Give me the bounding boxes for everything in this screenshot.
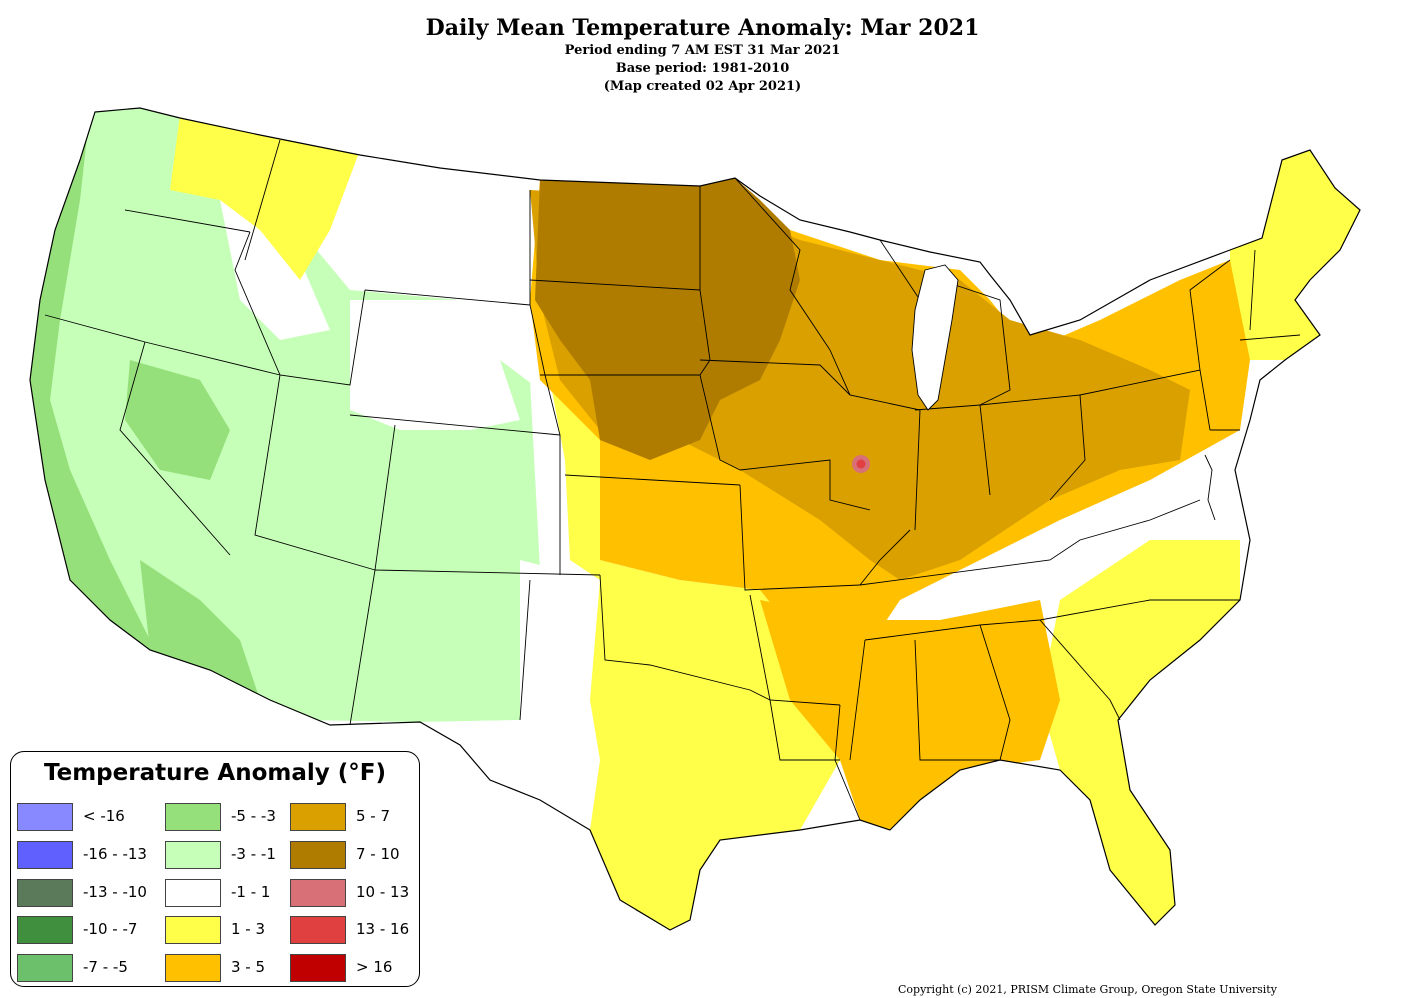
- legend-swatch: [17, 841, 73, 869]
- region-nm-tx-white: [420, 560, 600, 840]
- legend-label: 1 - 3: [231, 920, 266, 938]
- legend-title: Temperature Anomaly (°F): [43, 760, 387, 786]
- legend-label: -1 - 1: [231, 883, 271, 901]
- region-west-light-green: [30, 108, 560, 722]
- subtitle-period: Period ending 7 AM EST 31 Mar 2021: [564, 43, 841, 58]
- legend-label: -13 - -10: [83, 883, 147, 901]
- legend-label: -7 - -5: [83, 958, 128, 976]
- legend-label: < -16: [83, 807, 125, 825]
- region-socal-green: [140, 560, 260, 700]
- legend-swatch: [165, 841, 221, 869]
- legend-swatch: [165, 803, 221, 831]
- legend-swatch: [17, 879, 73, 907]
- region-south-orange: [760, 600, 1060, 830]
- region-idaho-white: [220, 200, 330, 340]
- copyright-text: Copyright (c) 2021, PRISM Climate Group,…: [898, 983, 1277, 996]
- legend-label: > 16: [356, 958, 393, 976]
- hotspot-13-16: [856, 459, 866, 469]
- region-montana-yellow: [170, 115, 360, 280]
- legend-label: 5 - 7: [356, 807, 391, 825]
- legend: Temperature Anomaly (°F) < -16 -16 - -13…: [10, 751, 420, 987]
- chesapeake-bay: [1204, 454, 1216, 521]
- legend-label: 7 - 10: [356, 845, 400, 863]
- state-boundaries: [29, 107, 1361, 931]
- legend-label: -5 - -3: [231, 807, 276, 825]
- legend-label: -16 - -13: [83, 845, 147, 863]
- region-new-england-yellow: [1230, 150, 1360, 360]
- legend-swatch: [290, 879, 346, 907]
- lake-michigan: [911, 264, 959, 411]
- map-title: Daily Mean Temperature Anomaly: Mar 2021: [425, 15, 980, 41]
- legend-label: 3 - 5: [231, 958, 266, 976]
- title-block: Daily Mean Temperature Anomaly: Mar 2021…: [0, 14, 1405, 96]
- legend-swatch: [290, 916, 346, 944]
- region-nevada-green: [125, 360, 230, 480]
- legend-swatch: [290, 803, 346, 831]
- subtitle-created: (Map created 02 Apr 2021): [603, 79, 802, 94]
- region-plains-yellow: [550, 380, 860, 930]
- region-southeast-yellow: [1040, 540, 1240, 925]
- legend-label: 13 - 16: [356, 920, 410, 938]
- legend-label: -10 - -7: [83, 920, 138, 938]
- legend-swatch: [290, 954, 346, 982]
- legend-swatch: [165, 954, 221, 982]
- legend-swatch: [17, 916, 73, 944]
- region-coast-green: [30, 108, 300, 730]
- legend-swatch: [17, 803, 73, 831]
- region-dakotas-7-10: [535, 178, 800, 460]
- region-wyoming-white: [350, 300, 520, 430]
- subtitle-base-period: Base period: 1981-2010: [615, 61, 790, 76]
- legend-swatch: [165, 916, 221, 944]
- legend-label: -3 - -1: [231, 845, 276, 863]
- legend-label: 10 - 13: [356, 883, 410, 901]
- legend-swatch: [165, 879, 221, 907]
- legend-swatch: [290, 841, 346, 869]
- legend-swatch: [17, 954, 73, 982]
